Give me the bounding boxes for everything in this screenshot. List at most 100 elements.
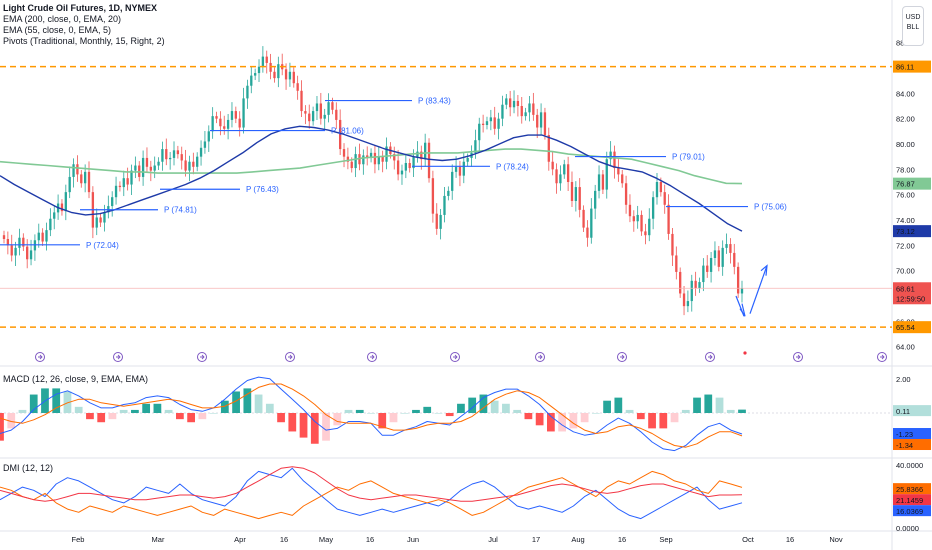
candle-body	[636, 214, 639, 222]
candle-body	[686, 301, 690, 307]
time-tick-label: May	[319, 535, 333, 544]
candle-body	[597, 174, 601, 191]
dmi-legend[interactable]: DMI (12, 12)	[3, 463, 54, 473]
macd-histogram-bar	[648, 413, 656, 429]
candle-body	[14, 247, 17, 256]
candle-body	[400, 170, 404, 175]
candle-body	[161, 149, 164, 162]
candle-body	[524, 112, 527, 117]
event-marker-arrow	[880, 354, 885, 360]
candle-body	[679, 271, 682, 294]
time-tick-label: Apr	[234, 535, 246, 544]
macd-legend[interactable]: MACD (12, 26, close, 9, EMA, EMA)	[3, 374, 149, 384]
macd-histogram-bar	[277, 413, 285, 423]
macd-signal-badge: -1.34	[896, 441, 913, 450]
candle-body	[408, 163, 411, 169]
candle-body	[72, 164, 75, 177]
candle-body	[184, 160, 187, 171]
candle-body	[149, 166, 152, 171]
macd-histogram-bar	[591, 413, 600, 414]
macd-histogram-bar	[265, 403, 274, 413]
candle-body	[253, 73, 257, 76]
price-tick-label: 70.00	[896, 267, 915, 276]
candle-body	[478, 123, 481, 141]
macd-histogram-bar	[457, 403, 465, 413]
candle-body	[354, 154, 357, 169]
pivots-legend[interactable]: Pivots (Traditional, Monthly, 15, Right,…	[3, 36, 165, 46]
macd-histogram-bar	[400, 413, 409, 414]
candle-body	[551, 161, 554, 170]
candle-body	[130, 170, 133, 185]
candle-body	[6, 239, 10, 246]
time-tick-label: Nov	[829, 535, 843, 544]
candle-body	[230, 111, 234, 120]
candle-body	[308, 113, 311, 122]
candle-body	[563, 164, 566, 175]
dmi-tick-label: 40.0000	[896, 461, 923, 470]
candle-body	[180, 154, 183, 161]
candle-body	[617, 168, 620, 175]
macd-histogram-bar	[344, 409, 353, 413]
candle-body	[366, 155, 369, 158]
pivot-label: P (78.24)	[496, 162, 529, 171]
candle-body	[435, 213, 438, 229]
macd-histogram-bar	[63, 391, 72, 413]
candle-body	[10, 245, 13, 256]
candle-body	[153, 165, 156, 171]
candle-body	[188, 161, 191, 171]
candle-body	[694, 280, 697, 289]
price-tick-label: 64.00	[896, 343, 915, 352]
macd-histogram-bar	[187, 413, 195, 423]
event-marker-arrow	[796, 354, 801, 360]
unit-label: BLL	[906, 24, 920, 31]
ema55-badge-bg	[893, 225, 931, 238]
projection-arrowhead	[739, 303, 746, 317]
candle-body	[87, 171, 91, 193]
candle-body	[323, 114, 326, 119]
macd-histogram-bar	[322, 413, 330, 441]
event-marker-arrow	[453, 354, 458, 360]
candle-body	[717, 250, 720, 267]
candle-body	[369, 152, 373, 158]
candle-body	[246, 85, 249, 99]
candle-body	[489, 117, 493, 122]
pivot-label: P (79.01)	[672, 153, 705, 162]
candle-body	[609, 151, 612, 160]
macd-histogram-bar	[74, 406, 83, 413]
macd-histogram-bar	[243, 388, 252, 413]
macd-histogram-bar	[299, 413, 308, 438]
macd-histogram-bar	[726, 409, 735, 413]
macd-histogram-bar	[97, 413, 106, 423]
candle-body	[404, 163, 408, 171]
candle-body	[528, 103, 531, 113]
currency-unit-badge[interactable]: USD BLL	[902, 6, 924, 46]
time-tick-label: Oct	[742, 535, 755, 544]
pivot-label: P (76.43)	[246, 185, 279, 194]
candle-body	[547, 135, 550, 162]
candle-body	[265, 56, 268, 63]
currency-label: USD	[905, 14, 921, 21]
time-tick-label: 17	[532, 535, 540, 544]
macd-histogram-bar	[738, 409, 746, 413]
candle-body	[536, 114, 539, 128]
candle-body	[362, 155, 365, 165]
ema55-legend[interactable]: EMA (55, close, 0, EMA, 5)	[3, 25, 112, 35]
macd-histogram-bar	[659, 413, 668, 429]
ema200-badge-bg	[893, 177, 931, 190]
lower-level-badge-bg	[893, 321, 931, 334]
candle-body	[675, 255, 678, 272]
macd-histogram-bar	[142, 403, 151, 413]
candle-body	[68, 176, 71, 193]
candle-body	[118, 185, 122, 188]
candle-body	[667, 204, 670, 234]
candle-body	[559, 174, 562, 184]
candle-body	[346, 156, 350, 162]
symbol-title[interactable]: Light Crude Oil Futures, 1D, NYMEX	[3, 3, 158, 13]
macd-histogram-bar	[355, 409, 364, 413]
candle-body	[145, 157, 149, 167]
time-tick-label: Sep	[659, 535, 672, 544]
candle-body	[393, 154, 396, 161]
ema200-legend[interactable]: EMA (200, close, 0, EMA, 20)	[3, 14, 122, 24]
candle-body	[740, 288, 744, 294]
